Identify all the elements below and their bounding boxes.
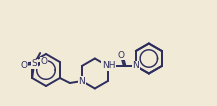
Text: N: N — [132, 61, 139, 70]
Text: O: O — [41, 57, 48, 66]
Text: N: N — [132, 61, 139, 70]
Text: NH: NH — [102, 61, 116, 70]
Text: S: S — [31, 59, 37, 68]
Text: O: O — [21, 61, 28, 70]
Text: NH: NH — [102, 61, 116, 70]
Text: N: N — [79, 77, 85, 86]
Text: O: O — [117, 50, 124, 59]
Text: N: N — [79, 77, 85, 86]
Text: N: N — [132, 61, 139, 70]
Text: S: S — [31, 59, 37, 68]
Text: O: O — [21, 61, 28, 70]
Text: O: O — [117, 50, 124, 59]
Text: O: O — [41, 57, 48, 66]
